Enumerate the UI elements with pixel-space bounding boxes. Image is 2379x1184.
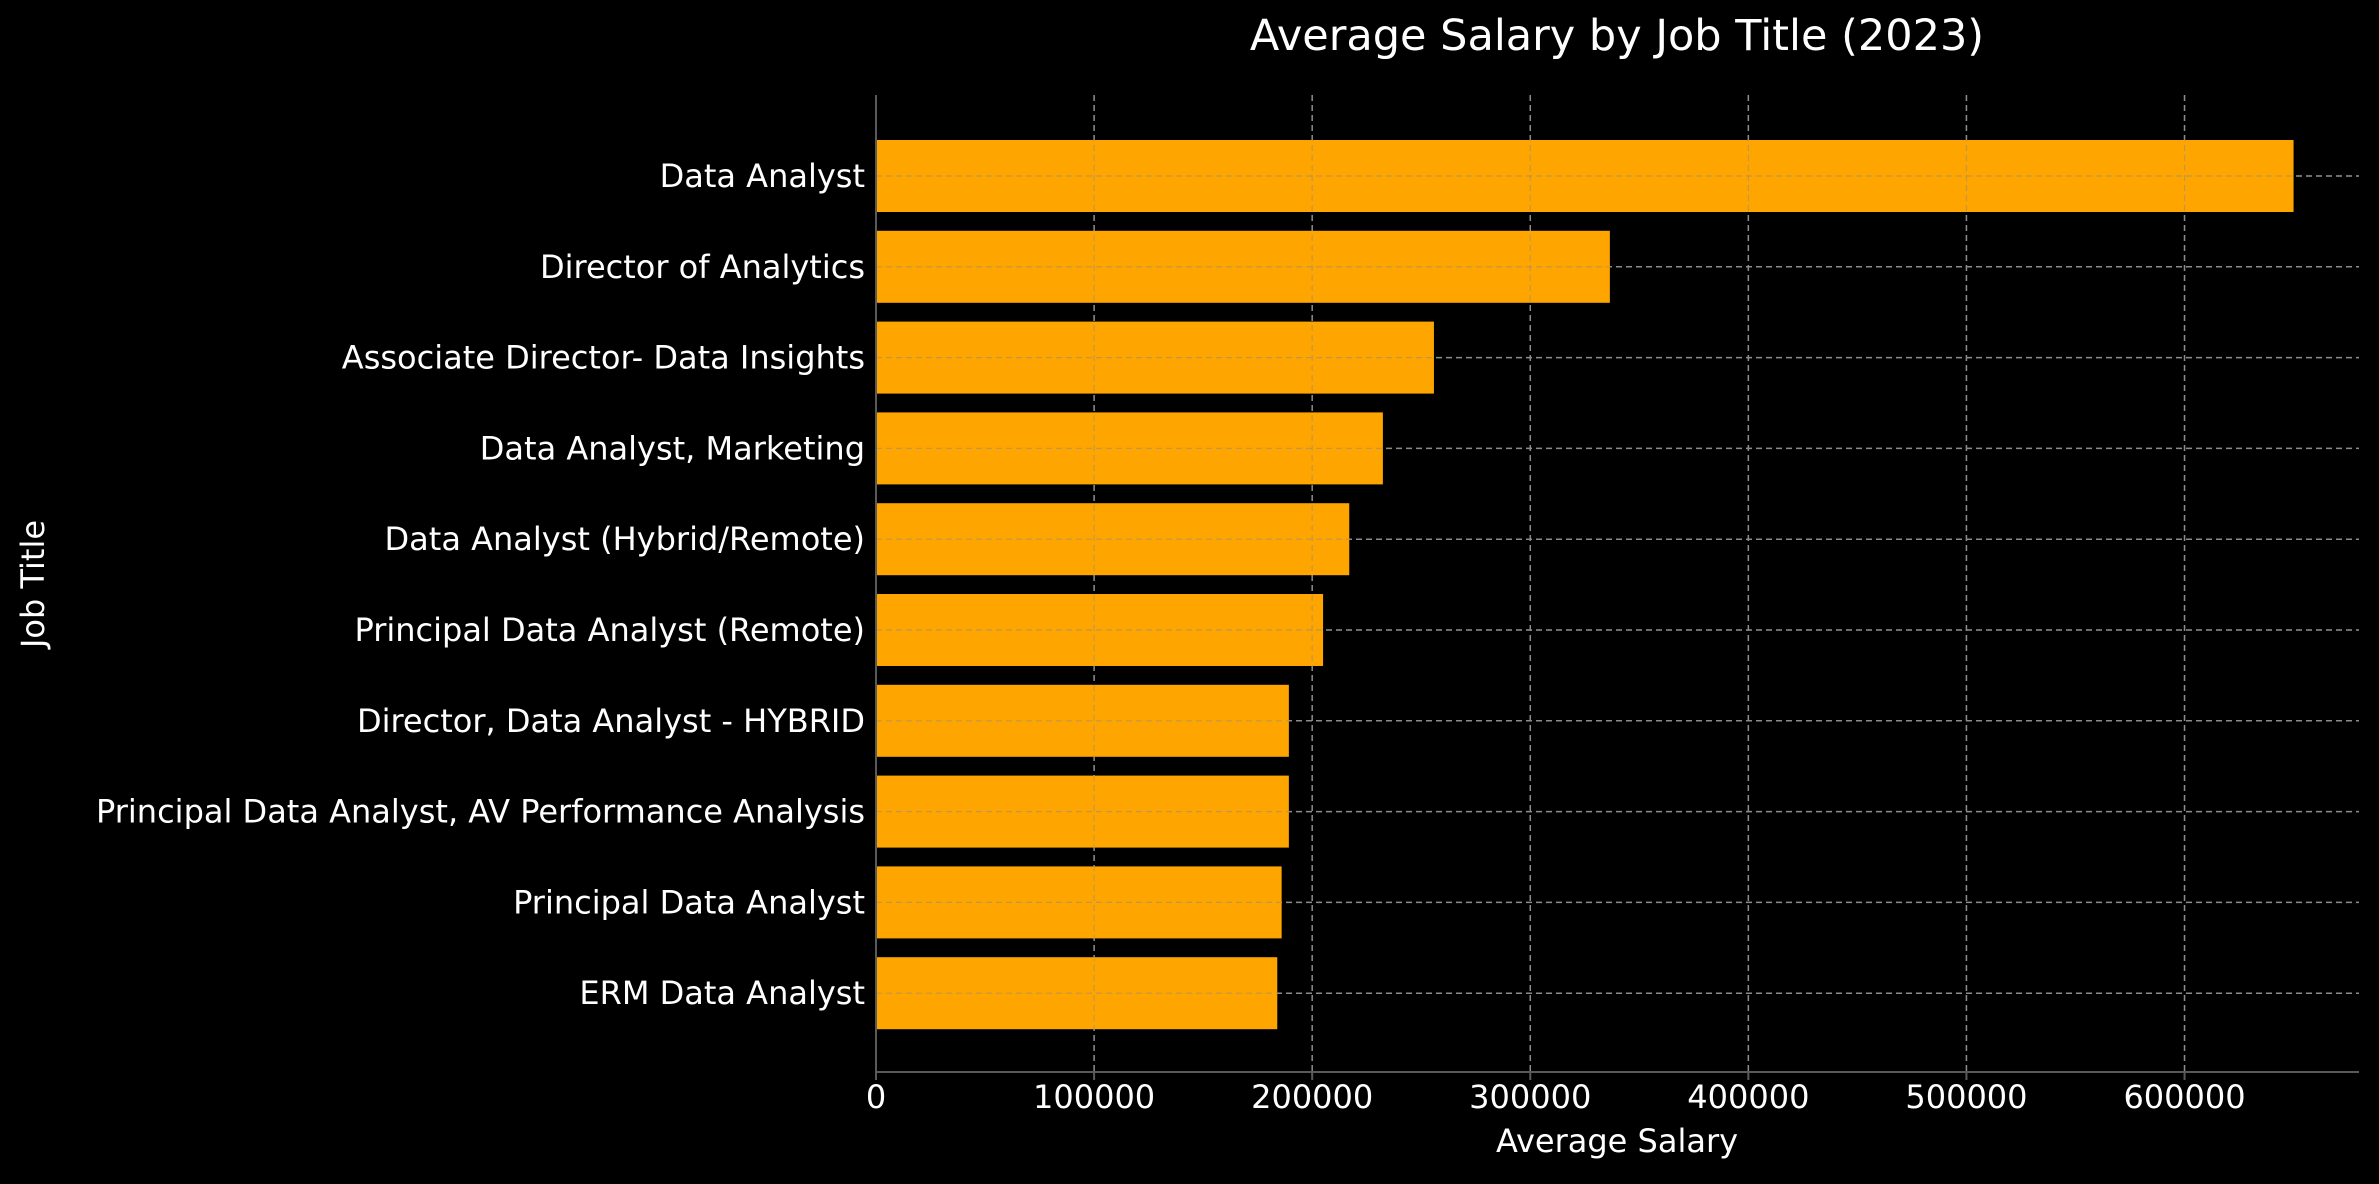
y-tick-label: Principal Data Analyst (Remote) bbox=[354, 611, 865, 649]
x-tick-label: 600000 bbox=[2123, 1078, 2245, 1116]
y-tick-label: Data Analyst, Marketing bbox=[480, 429, 865, 467]
y-tick-label: ERM Data Analyst bbox=[579, 974, 865, 1012]
x-tick-label: 200000 bbox=[1251, 1078, 1373, 1116]
x-tick-labels: 0 100000 200000 300000 400000 500000 600000 bbox=[866, 1072, 2246, 1116]
y-tick-label: Principal Data Analyst bbox=[513, 883, 865, 921]
y-tick-label: Director, Data Analyst - HYBRID bbox=[357, 702, 865, 740]
y-tick-labels: Data Analyst Director of Analytics Associa… bbox=[96, 157, 865, 1012]
y-tick-label: Director of Analytics bbox=[540, 248, 865, 286]
y-axis-label: Job Title bbox=[14, 520, 52, 650]
x-tick-label: 500000 bbox=[1905, 1078, 2027, 1116]
y-tick-label: Principal Data Analyst, AV Performance A… bbox=[96, 793, 865, 831]
x-tick-label: 400000 bbox=[1687, 1078, 1809, 1116]
x-tick-label: 100000 bbox=[1033, 1078, 1155, 1116]
axes bbox=[875, 95, 2359, 1073]
x-tick-label: 0 bbox=[866, 1078, 886, 1116]
bars bbox=[876, 95, 2359, 1072]
y-tick-label: Data Analyst (Hybrid/Remote) bbox=[385, 520, 865, 558]
y-tick-label: Associate Director- Data Insights bbox=[342, 339, 865, 377]
y-tick-label: Data Analyst bbox=[660, 157, 865, 195]
x-axis-label: Average Salary bbox=[1496, 1122, 1738, 1160]
chart-title: Average Salary by Job Title (2023) bbox=[1250, 11, 1984, 61]
x-tick-label: 300000 bbox=[1469, 1078, 1591, 1116]
